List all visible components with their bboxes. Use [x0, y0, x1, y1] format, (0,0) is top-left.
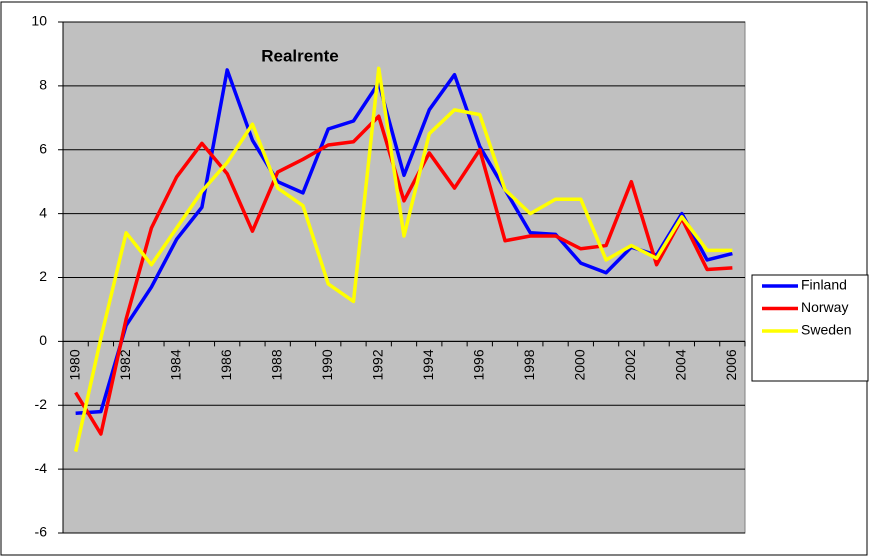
legend-label: Sweden	[801, 322, 852, 338]
x-tick-label: 1982	[117, 349, 133, 380]
y-tick-label: 10	[31, 13, 47, 29]
y-tick-label: 4	[39, 204, 47, 220]
series-line	[75, 68, 733, 415]
x-tick-label: 1996	[470, 349, 486, 380]
x-tick-label: 1986	[218, 349, 234, 380]
x-tick-label: 1994	[420, 349, 436, 380]
legend-label: Norway	[801, 299, 848, 315]
series-line	[73, 66, 733, 452]
chart-title: Realrente	[261, 46, 338, 65]
series-line	[74, 114, 733, 436]
y-tick-label: -4	[35, 460, 48, 476]
legend-box	[751, 274, 869, 382]
x-tick-label: 2004	[673, 349, 689, 380]
y-tick-label: 0	[39, 332, 47, 348]
x-tick-label: 2000	[572, 349, 588, 380]
y-tick-label: 8	[39, 77, 47, 93]
x-tick-label: 2006	[723, 349, 739, 380]
legend-label: Finland	[801, 277, 847, 293]
y-tick-label: -6	[35, 524, 48, 540]
y-tick-label: 6	[39, 140, 47, 156]
y-tick-label: -2	[35, 396, 48, 412]
y-tick-label: 2	[39, 268, 47, 284]
x-tick-label: 1984	[167, 349, 183, 380]
x-tick-label: 1998	[521, 349, 537, 380]
x-tick-label: 2002	[622, 349, 638, 380]
x-tick-label: 1980	[66, 349, 82, 380]
x-tick-label: 1992	[369, 349, 385, 380]
x-tick-label: 1988	[268, 349, 284, 380]
x-tick-label: 1990	[319, 349, 335, 380]
